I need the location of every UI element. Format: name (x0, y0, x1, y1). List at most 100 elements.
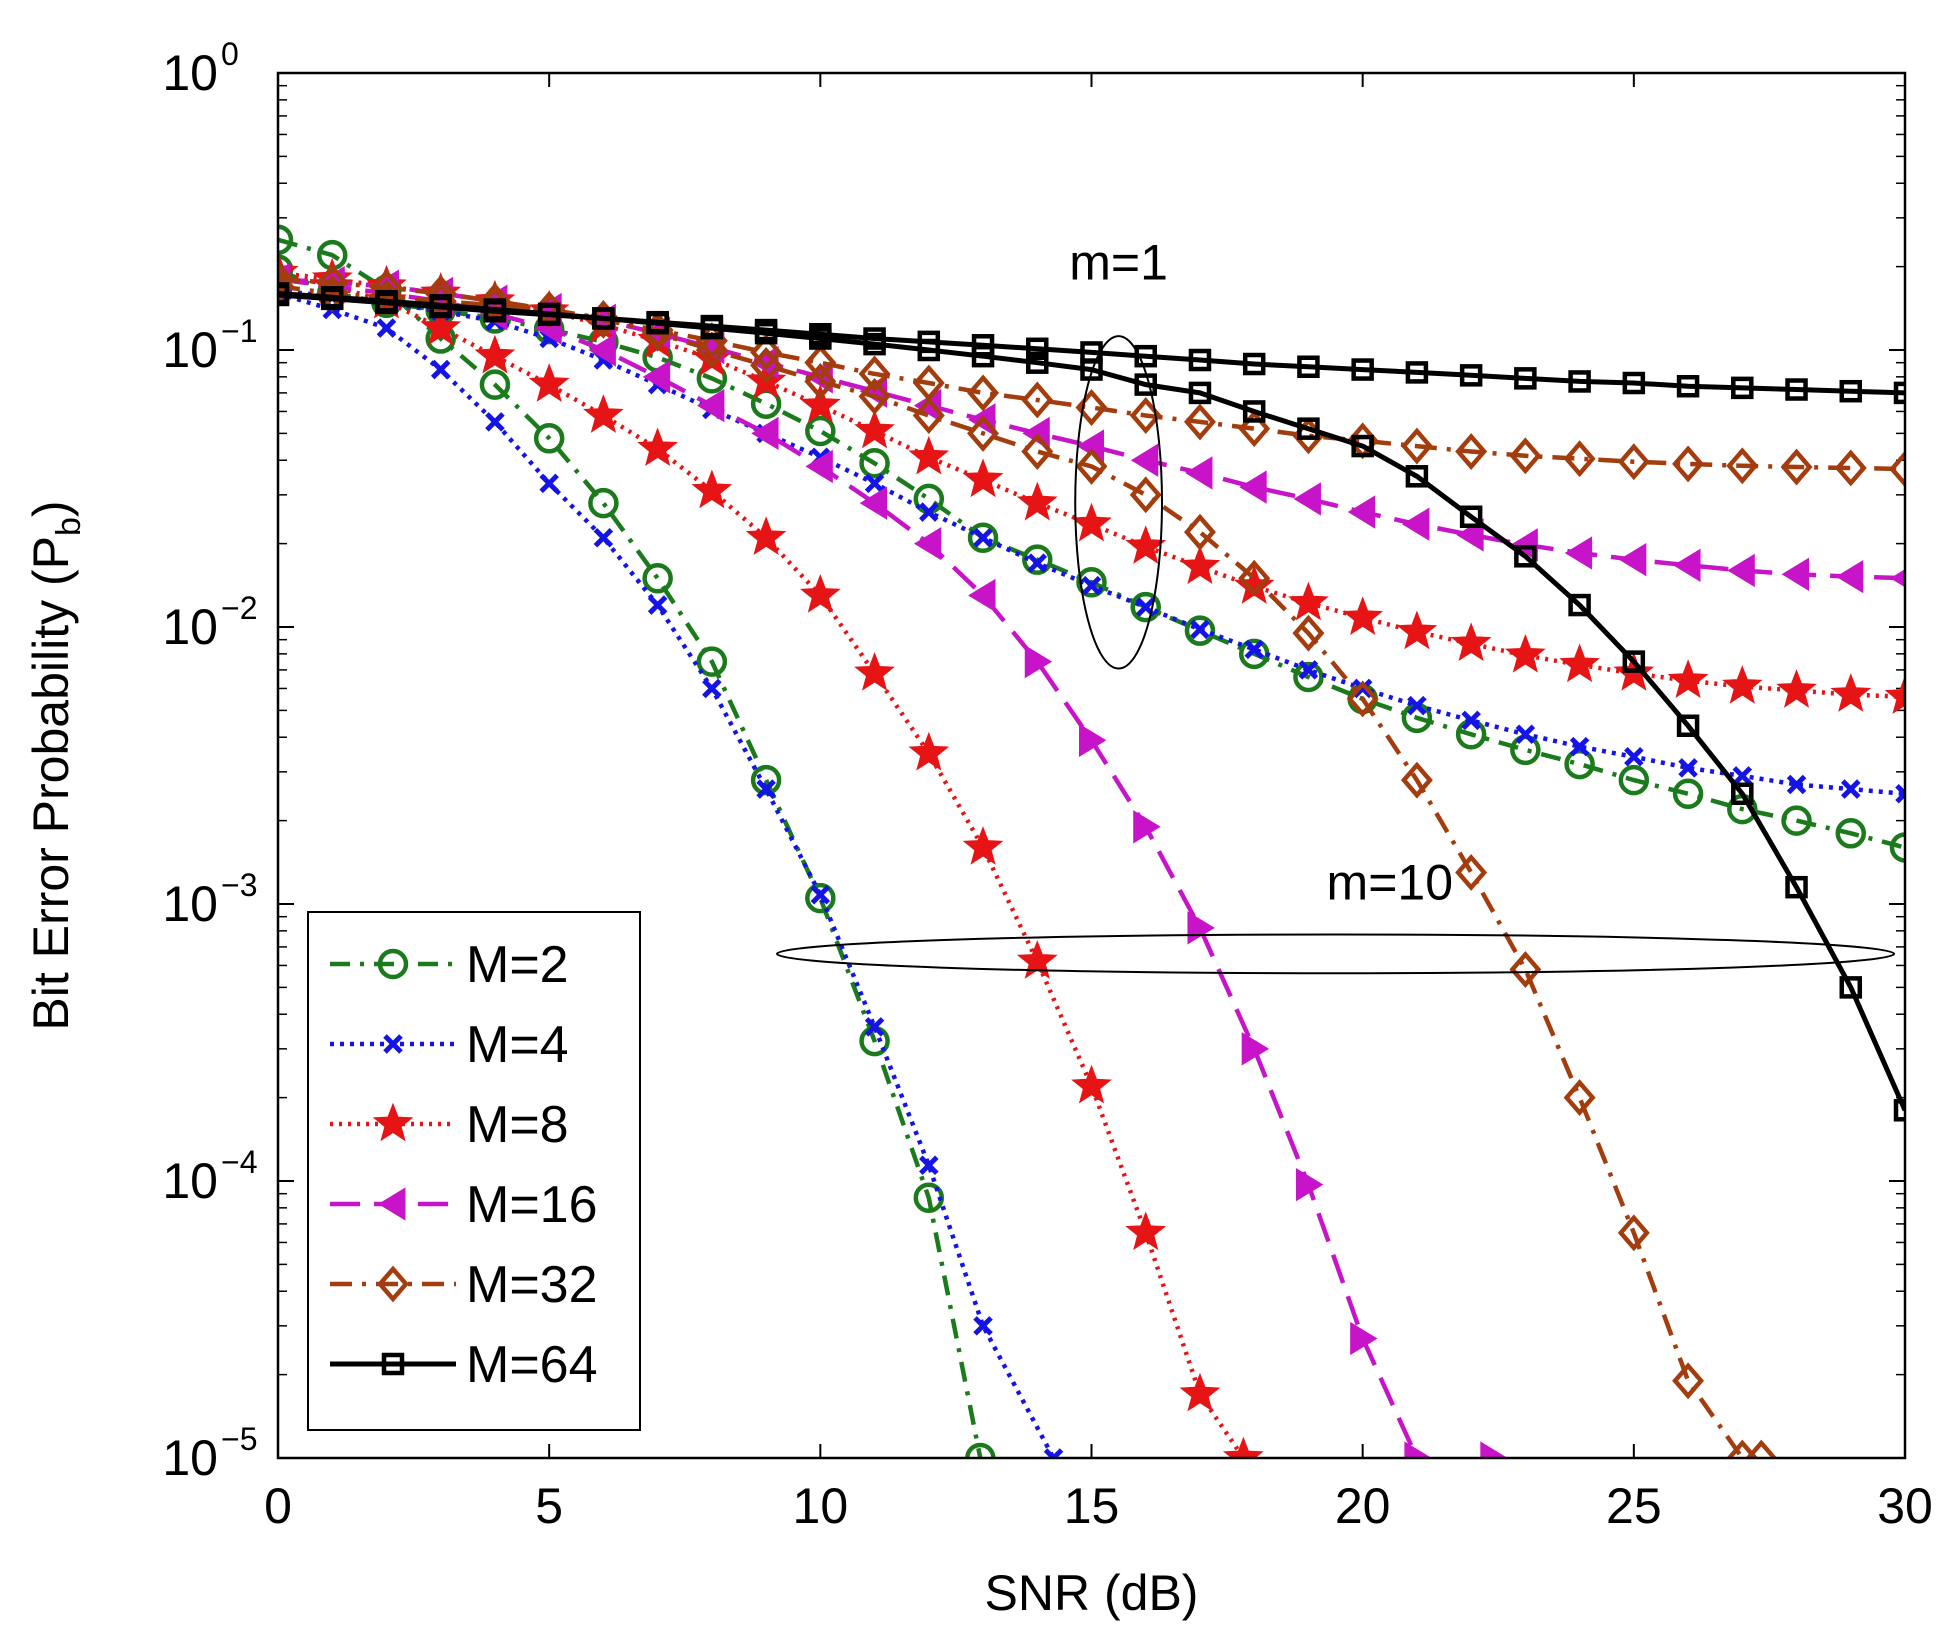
data-point (1617, 443, 1650, 481)
data-point (1297, 417, 1320, 440)
legend-entry: M=4 (330, 1016, 569, 1074)
data-point (1839, 379, 1863, 403)
series-line-m10 (278, 277, 1493, 1458)
data-point (912, 397, 945, 434)
data-point (1400, 761, 1433, 799)
data-point (962, 458, 1004, 498)
data-point (1726, 447, 1759, 485)
data-point (858, 377, 891, 415)
data-point (1895, 784, 1905, 804)
legend-marker (381, 1352, 405, 1376)
data-point (1889, 832, 1905, 863)
data-point (1781, 805, 1812, 836)
data-point (1407, 695, 1427, 716)
y-tick-label-exp: −2 (221, 590, 257, 626)
data-point (1745, 1439, 1778, 1458)
data-point (1721, 665, 1763, 704)
data-point (1402, 507, 1430, 541)
data-point (1350, 1321, 1378, 1356)
data-point (1027, 553, 1048, 573)
data-point (593, 527, 614, 548)
legend-marker (377, 948, 409, 980)
data-point (1130, 591, 1161, 623)
data-point (750, 388, 782, 419)
data-point (756, 779, 776, 799)
legend-entry: M=16 (330, 1176, 598, 1234)
legend-label: M=4 (466, 1016, 569, 1074)
data-point (1564, 536, 1593, 570)
data-point (583, 394, 624, 433)
y-tick-label: 10 −2 (162, 590, 257, 655)
data-point (483, 298, 507, 321)
data-point (1351, 434, 1374, 458)
data-point (1461, 710, 1481, 731)
data-point (1514, 545, 1537, 568)
data-point (1075, 389, 1108, 426)
legend-label: M=2 (466, 936, 569, 994)
data-point (478, 282, 511, 320)
data-point (1242, 352, 1266, 376)
data-point (917, 338, 941, 362)
data-point (919, 502, 939, 522)
legend-label: M=16 (466, 1176, 598, 1234)
data-point (1564, 748, 1595, 780)
data-point (642, 562, 673, 594)
data-point (973, 1316, 993, 1336)
x-axis-label: SNR (dB) (985, 1565, 1199, 1621)
y-axis-label: Bit Error Probability (Pb) (23, 500, 88, 1030)
data-point (1080, 358, 1103, 381)
data-point (1835, 559, 1864, 594)
data-point (1024, 644, 1053, 679)
data-point (1676, 374, 1700, 398)
data-point (1293, 482, 1321, 516)
x-tick-label: 20 (1335, 1478, 1391, 1534)
data-point (1405, 361, 1429, 384)
data-point (646, 311, 669, 335)
data-point (1076, 567, 1107, 598)
data-point (1563, 440, 1596, 478)
legend: M=2 M=4 M=8 M=16 M=32 M=64 (307, 911, 641, 1431)
data-point (750, 346, 783, 384)
data-point (1624, 747, 1644, 767)
legend-entry: M=8 (330, 1096, 569, 1154)
y-tick-label-exp: −1 (221, 313, 257, 349)
data-point (751, 416, 779, 451)
data-point (420, 306, 462, 346)
data-point (376, 318, 397, 338)
data-point (864, 1017, 885, 1037)
data-point (1676, 714, 1700, 738)
data-point (1667, 659, 1709, 699)
data-point (1043, 1448, 1064, 1458)
y-tick-label: 10 −5 (162, 1421, 257, 1486)
data-point (858, 355, 891, 393)
data-point (1347, 495, 1376, 529)
data-point (429, 294, 452, 317)
data-point (539, 473, 559, 494)
data-point (1727, 553, 1755, 588)
data-point (1016, 481, 1058, 521)
data-point (967, 374, 1000, 412)
data-point (1841, 779, 1861, 799)
series-line-m1 (278, 277, 1905, 472)
data-point (278, 224, 294, 256)
data-point (908, 435, 950, 475)
data-point (1893, 1099, 1905, 1122)
data-point (1188, 381, 1212, 405)
data-point (1834, 449, 1867, 487)
data-point (1133, 810, 1161, 844)
data-point (1830, 673, 1872, 712)
data-point (965, 1442, 996, 1458)
legend-marker (383, 1034, 403, 1054)
data-point (919, 1155, 939, 1176)
data-point (1459, 505, 1483, 529)
data-point (1509, 951, 1542, 988)
legend-marker (372, 1102, 414, 1142)
data-point (1622, 371, 1646, 395)
data-point (1081, 575, 1102, 596)
data-point (537, 302, 561, 326)
data-point (1222, 1436, 1264, 1458)
data-point (528, 363, 570, 402)
data-point (864, 473, 885, 494)
data-point (962, 826, 1004, 865)
